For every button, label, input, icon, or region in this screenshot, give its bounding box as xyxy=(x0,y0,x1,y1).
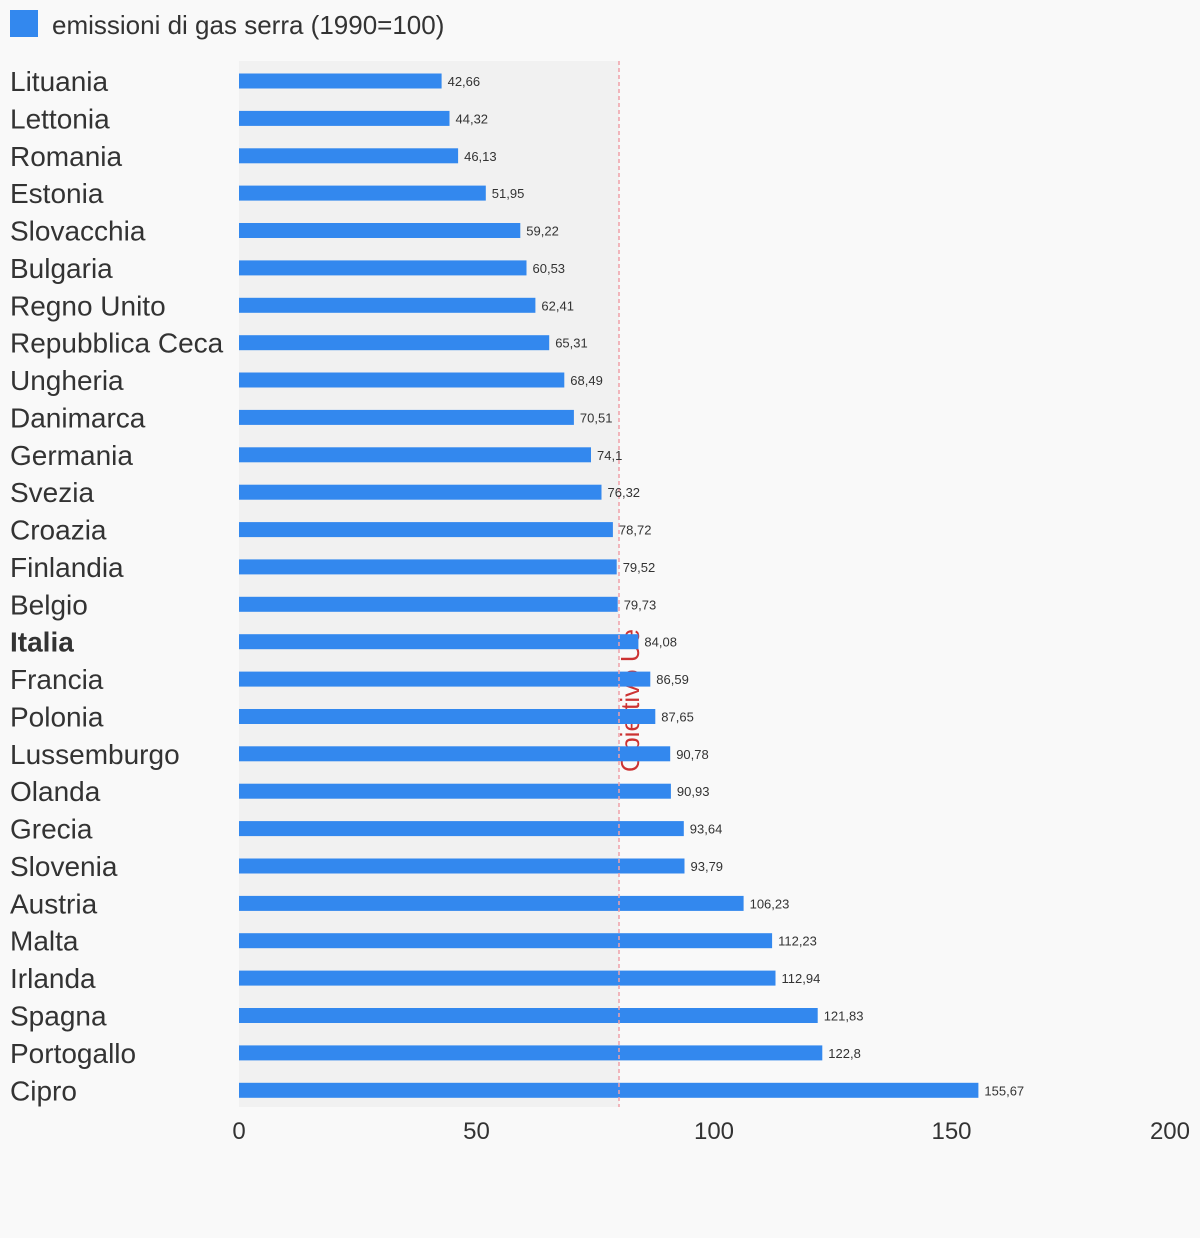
value-label: 122,8 xyxy=(828,1046,861,1061)
x-tick-label: 50 xyxy=(463,1118,490,1145)
category-label: Romania xyxy=(10,141,122,172)
bar-francia xyxy=(239,671,651,687)
category-label: Repubblica Ceca xyxy=(10,328,224,359)
value-label: 62,41 xyxy=(541,298,574,313)
value-label: 44,32 xyxy=(456,111,489,126)
category-label: Danimarca xyxy=(10,402,146,433)
bar-ungheria xyxy=(239,372,565,388)
value-label: 78,72 xyxy=(619,523,652,538)
bar-irlanda xyxy=(239,970,776,986)
bar-cipro xyxy=(239,1082,979,1098)
value-label: 121,83 xyxy=(824,1009,864,1024)
value-label: 65,31 xyxy=(555,336,588,351)
category-label: Germania xyxy=(10,440,133,471)
category-label: Finlandia xyxy=(10,552,124,583)
value-label: 93,79 xyxy=(691,859,724,874)
bar-slovenia xyxy=(239,858,685,874)
category-label: Lituania xyxy=(10,66,109,97)
category-label: Francia xyxy=(10,664,104,695)
bar-austria xyxy=(239,895,744,911)
category-label: Austria xyxy=(10,888,98,919)
bar-germania xyxy=(239,447,591,463)
bar-slovacchia xyxy=(239,223,521,238)
bar-repubblica-ceca xyxy=(239,335,550,351)
bar-lettonia xyxy=(239,110,450,126)
value-label: 86,59 xyxy=(656,672,689,687)
category-label: Ungheria xyxy=(10,365,124,396)
category-label: Spagna xyxy=(10,1001,107,1032)
value-label: 90,93 xyxy=(677,784,710,799)
bar-portogallo xyxy=(239,1045,823,1061)
category-label: Svezia xyxy=(10,477,94,508)
legend: emissioni di gas serra (1990=100) xyxy=(10,10,444,42)
x-tick-label: 200 xyxy=(1150,1118,1190,1145)
labels-layer: 42,66 Lituania 44,32 Lettonia 46,13 Romania 51… xyxy=(10,66,1024,1106)
bar-regno-unito xyxy=(239,297,536,313)
category-label: Estonia xyxy=(10,178,104,209)
value-label: 106,23 xyxy=(750,896,790,911)
value-label: 70,51 xyxy=(580,410,613,425)
bar-spagna xyxy=(239,1008,818,1023)
category-label: Lettonia xyxy=(10,103,110,134)
value-label: 112,23 xyxy=(778,934,817,949)
bar-romania xyxy=(239,148,459,164)
value-label: 90,78 xyxy=(676,747,709,762)
category-label: Slovacchia xyxy=(10,216,146,247)
bar-svezia xyxy=(239,484,602,500)
x-tick-label: 100 xyxy=(694,1118,734,1145)
x-tick-label: 150 xyxy=(931,1118,971,1145)
category-label: Lussemburgo xyxy=(10,739,180,770)
bar-lituania xyxy=(239,73,442,89)
bar-bulgaria xyxy=(239,260,527,276)
value-label: 112,94 xyxy=(782,971,821,986)
value-label: 42,66 xyxy=(448,74,481,89)
x-axis-ticks: 0 50 100 150 200 xyxy=(232,1118,1190,1145)
bar-olanda xyxy=(239,783,671,799)
bar-polonia xyxy=(239,709,656,724)
value-label: 68,49 xyxy=(570,373,603,388)
category-label: Bulgaria xyxy=(10,253,113,284)
value-label: 59,22 xyxy=(526,224,559,239)
category-label: Croazia xyxy=(10,515,107,546)
bar-malta xyxy=(239,933,773,949)
category-label: Portogallo xyxy=(10,1038,136,1069)
category-label: Slovenia xyxy=(10,851,118,882)
value-label: 46,13 xyxy=(464,149,497,164)
bar-estonia xyxy=(239,185,486,201)
category-label: Belgio xyxy=(10,589,88,620)
value-label: 74,1 xyxy=(597,448,622,463)
bar-finlandia xyxy=(239,559,617,575)
category-label: Irlanda xyxy=(10,963,96,994)
bar-danimarca xyxy=(239,409,574,425)
category-label: Italia xyxy=(10,627,74,658)
category-label: Regno Unito xyxy=(10,290,166,321)
value-label: 79,73 xyxy=(624,597,657,612)
bar-croazia xyxy=(239,522,613,538)
category-label: Polonia xyxy=(10,702,104,733)
category-label: Malta xyxy=(10,926,79,957)
value-label: 87,65 xyxy=(661,710,694,725)
bar-italia xyxy=(239,634,639,650)
value-label: 84,08 xyxy=(644,635,677,650)
value-label: 76,32 xyxy=(608,485,641,500)
value-label: 79,52 xyxy=(623,560,656,575)
category-label: Cipro xyxy=(10,1075,77,1106)
legend-label: emissioni di gas serra (1990=100) xyxy=(52,10,445,40)
value-label: 155,67 xyxy=(984,1083,1024,1098)
x-tick-label: 0 xyxy=(232,1118,245,1145)
bars-layer xyxy=(239,73,979,1098)
category-label: Olanda xyxy=(10,776,101,807)
legend-swatch xyxy=(10,10,38,37)
bar-lussemburgo xyxy=(239,746,671,762)
value-label: 93,64 xyxy=(690,822,723,837)
value-label: 60,53 xyxy=(533,261,566,276)
value-label: 51,95 xyxy=(492,186,525,201)
target-shaded-region xyxy=(239,61,619,1107)
category-label: Grecia xyxy=(10,814,93,845)
bar-grecia xyxy=(239,821,684,837)
bar-belgio xyxy=(239,596,618,612)
